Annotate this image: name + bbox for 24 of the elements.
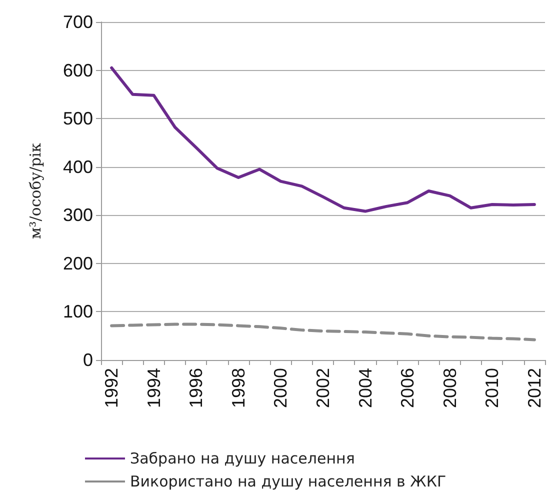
x-tick-label: 2004 [355, 368, 376, 408]
y-tick-label: 0 [82, 350, 93, 370]
x-tick-label: 1998 [228, 368, 248, 408]
x-tick-label: 2010 [482, 368, 502, 408]
x-tick-label: 2008 [440, 368, 460, 408]
y-axis-title: м³/особу/рік [26, 142, 44, 239]
y-tick-label: 200 [62, 253, 93, 274]
y-tick-label: 100 [62, 302, 93, 322]
line-series [110, 66, 536, 213]
x-tick-label: 2012 [524, 368, 544, 408]
y-tick-label: 600 [62, 60, 93, 80]
x-tick-label: 2000 [270, 368, 291, 408]
x-tick-label: 2006 [398, 368, 418, 408]
y-tick-label: 300 [62, 205, 93, 226]
x-tick-label: 2002 [313, 368, 333, 408]
line-series [110, 322, 536, 342]
x-tick-label: 1996 [186, 368, 206, 408]
y-tick-label: 400 [62, 156, 93, 177]
legend-label: Використано на душу населення в ЖКГ [130, 472, 446, 490]
y-tick-label: 700 [62, 12, 93, 32]
legend-label: Забрано на душу населення [130, 450, 355, 468]
x-tick-label: 1992 [102, 368, 122, 408]
x-tick-label: 1994 [144, 368, 164, 408]
y-tick-label: 500 [62, 108, 93, 129]
